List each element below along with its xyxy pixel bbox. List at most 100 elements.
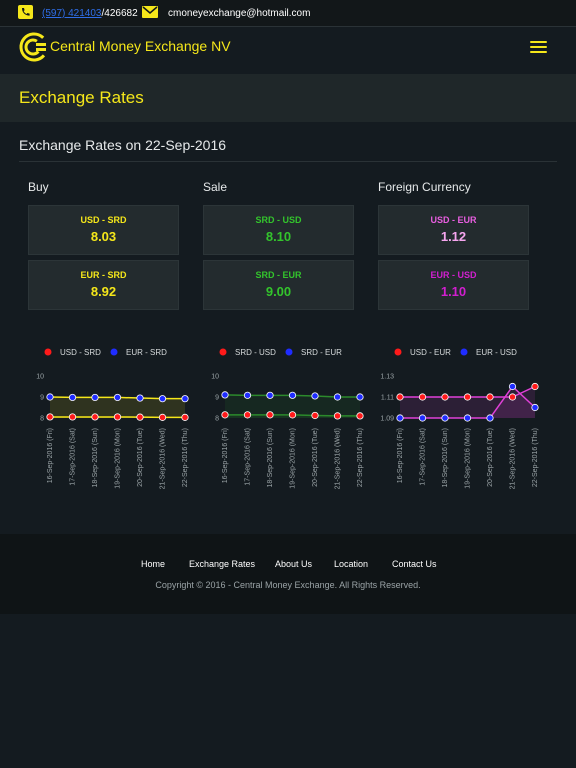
rate-value: 1.12: [440, 229, 467, 244]
data-point[interactable]: [266, 391, 274, 399]
data-point[interactable]: [356, 393, 364, 401]
data-point[interactable]: [508, 382, 517, 391]
x-tick-label: 22-Sep-2016 (Thu): [182, 428, 189, 487]
data-point[interactable]: [333, 393, 342, 401]
phone-suffix: /426682: [101, 8, 138, 19]
rate-pair: USD - SRD: [80, 215, 127, 225]
legend-marker: [44, 348, 52, 356]
rate-pair: SRD - USD: [255, 215, 302, 225]
data-point[interactable]: [113, 393, 122, 402]
data-point[interactable]: [181, 413, 189, 421]
rate-pair: SRD - EUR: [255, 270, 302, 280]
data-point[interactable]: [158, 395, 167, 403]
data-point[interactable]: [418, 393, 427, 401]
footer-link-about-us[interactable]: About Us: [275, 559, 313, 569]
data-point[interactable]: [221, 391, 229, 399]
chart-buy: USD - SRD EUR - SRD 10 9 8 16-Sep-2016 (Fri) 1…: [30, 340, 195, 505]
data-point[interactable]: [463, 414, 472, 422]
chart-buy-svg: USD - SRD EUR - SRD 10 9 816-Sep-2016 (Fri) 1…: [36, 348, 189, 489]
brand-name[interactable]: Central Money Exchange NV: [50, 38, 231, 54]
column-title-sale: Sale: [203, 180, 228, 194]
y-tick-label: 10: [36, 374, 44, 381]
mail-icon: [142, 6, 158, 18]
legend-marker: [219, 348, 227, 356]
data-point[interactable]: [396, 393, 404, 401]
data-point[interactable]: [266, 411, 274, 419]
logo-icon[interactable]: [18, 31, 50, 63]
footer-link-location[interactable]: Location: [334, 559, 369, 569]
rate-value: 9.00: [265, 284, 292, 299]
data-point[interactable]: [221, 411, 229, 419]
page-title: Exchange Rates: [19, 88, 144, 107]
data-point[interactable]: [441, 414, 449, 422]
legend-label[interactable]: SRD - USD: [235, 348, 276, 357]
legend-label[interactable]: USD - EUR: [410, 348, 451, 357]
data-point[interactable]: [243, 411, 252, 419]
data-point[interactable]: [158, 413, 167, 421]
y-tick-label: 10: [211, 374, 219, 381]
legend-label[interactable]: SRD - EUR: [301, 348, 342, 357]
data-point[interactable]: [531, 403, 539, 412]
y-tick-label: 9: [40, 395, 44, 402]
rate-card-usd-srd: USD - SRD 8.03: [28, 205, 179, 255]
data-point[interactable]: [311, 411, 319, 420]
data-point[interactable]: [113, 413, 122, 421]
data-point[interactable]: [396, 414, 404, 422]
column-title-foreign: Foreign Currency: [378, 180, 471, 194]
data-point[interactable]: [46, 413, 54, 421]
phone-icon: [18, 5, 33, 19]
legend-label[interactable]: USD - SRD: [60, 348, 101, 357]
data-point[interactable]: [441, 393, 449, 401]
rate-card-eur-srd: EUR - SRD 8.92: [28, 260, 179, 310]
data-point[interactable]: [46, 393, 54, 401]
chart-sale: SRD - USD SRD - EUR 10 9 8 16-Sep-2016 (Fri) 1…: [205, 340, 370, 505]
rate-card-usd-eur: USD - EUR 1.12: [378, 205, 529, 255]
rate-value: 8.03: [90, 229, 117, 244]
data-point[interactable]: [91, 413, 99, 421]
hamburger-menu-icon[interactable]: [530, 41, 547, 54]
data-point[interactable]: [333, 412, 342, 420]
data-point[interactable]: [181, 395, 189, 403]
x-tick-label: 21-Sep-2016 (Wed): [335, 428, 342, 489]
data-point[interactable]: [356, 412, 364, 420]
data-point[interactable]: [531, 382, 539, 391]
data-point[interactable]: [136, 413, 144, 421]
navbar: Central Money Exchange NV: [0, 27, 576, 73]
footer-link-exchange-rates[interactable]: Exchange Rates: [189, 559, 256, 569]
x-tick-label: 16-Sep-2016 (Fri): [222, 428, 229, 483]
data-point[interactable]: [68, 413, 77, 421]
data-point[interactable]: [243, 391, 252, 399]
footer-link-contact-us[interactable]: Contact Us: [392, 559, 437, 569]
legend-label[interactable]: EUR - USD: [476, 348, 517, 357]
legend-label[interactable]: EUR - SRD: [126, 348, 167, 357]
data-point[interactable]: [288, 391, 297, 399]
y-tick-label: 8: [215, 416, 219, 423]
rate-card-eur-usd: EUR - USD 1.10: [378, 260, 529, 310]
data-point[interactable]: [288, 411, 297, 419]
rate-pair: EUR - SRD: [80, 270, 127, 280]
legend-marker: [394, 348, 402, 356]
data-point[interactable]: [311, 392, 319, 400]
data-point[interactable]: [136, 394, 144, 402]
data-point[interactable]: [68, 393, 77, 402]
x-tick-label: 17-Sep-2016 (Sat): [70, 428, 77, 486]
data-point[interactable]: [463, 393, 472, 401]
x-tick-label: 21-Sep-2016 (Wed): [510, 428, 517, 489]
legend-marker: [110, 348, 118, 356]
series-area: [400, 386, 535, 418]
data-point[interactable]: [91, 393, 99, 402]
data-point[interactable]: [486, 414, 494, 422]
rate-value: 8.10: [265, 229, 292, 244]
phone-link[interactable]: (597) 421403: [42, 8, 102, 19]
footer-link-home[interactable]: Home: [141, 559, 166, 569]
legend-marker: [285, 348, 293, 356]
data-point[interactable]: [418, 414, 427, 422]
legend-marker: [460, 348, 468, 356]
x-tick-label: 19-Sep-2016 (Mon): [290, 428, 297, 489]
x-tick-label: 19-Sep-2016 (Mon): [115, 428, 122, 489]
x-tick-label: 22-Sep-2016 (Thu): [532, 428, 539, 487]
x-tick-label: 18-Sep-2016 (Sun): [267, 428, 274, 488]
data-point[interactable]: [486, 393, 494, 401]
data-point[interactable]: [508, 393, 517, 401]
email-address[interactable]: cmoneyexchange@hotmail.com: [168, 8, 311, 19]
